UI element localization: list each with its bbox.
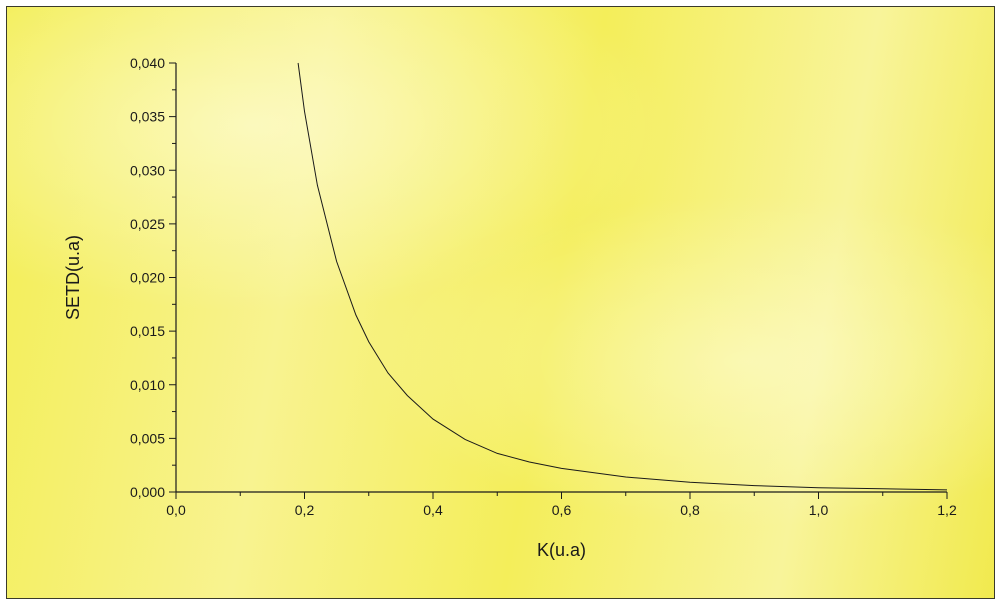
- y-axis-title: SETD(u.a): [63, 235, 83, 320]
- y-tick-label: 0,030: [130, 162, 165, 178]
- x-tick-label: 0,4: [423, 502, 443, 518]
- ticks-group: [169, 62, 948, 499]
- y-tick-label: 0,025: [130, 216, 165, 232]
- series-group: [297, 62, 948, 491]
- chart-frame: 0,0 0,2 0,4 0,6 0,8 1,0 1,2 0,000 0,005 0,010 0,01…: [6, 6, 995, 599]
- chart-svg: 0,0 0,2 0,4 0,6 0,8 1,0 1,2 0,000 0,005 0,010 0,01…: [63, 55, 957, 560]
- x-tick-label: 1,0: [809, 502, 829, 518]
- y-tick-label: 0,035: [130, 109, 165, 125]
- x-axis-title: K(u.a): [537, 540, 586, 560]
- series-line: [297, 62, 948, 491]
- x-tick-label: 0,6: [552, 502, 572, 518]
- y-tick-label: 0,000: [130, 484, 165, 500]
- x-tick-label: 0,0: [166, 502, 186, 518]
- x-tick-label: 0,2: [295, 502, 315, 518]
- y-tick-label: 0,005: [130, 430, 165, 446]
- x-tick-label: 0,8: [680, 502, 700, 518]
- axes-group: [175, 63, 947, 493]
- y-tick-label: 0,015: [130, 323, 165, 339]
- tick-labels-group: 0,0 0,2 0,4 0,6 0,8 1,0 1,2 0,000 0,005 0,010 0,01…: [130, 55, 957, 518]
- y-tick-label: 0,040: [130, 55, 165, 71]
- x-tick-label: 1,2: [937, 502, 957, 518]
- y-tick-label: 0,010: [130, 377, 165, 393]
- y-tick-label: 0,020: [130, 270, 165, 286]
